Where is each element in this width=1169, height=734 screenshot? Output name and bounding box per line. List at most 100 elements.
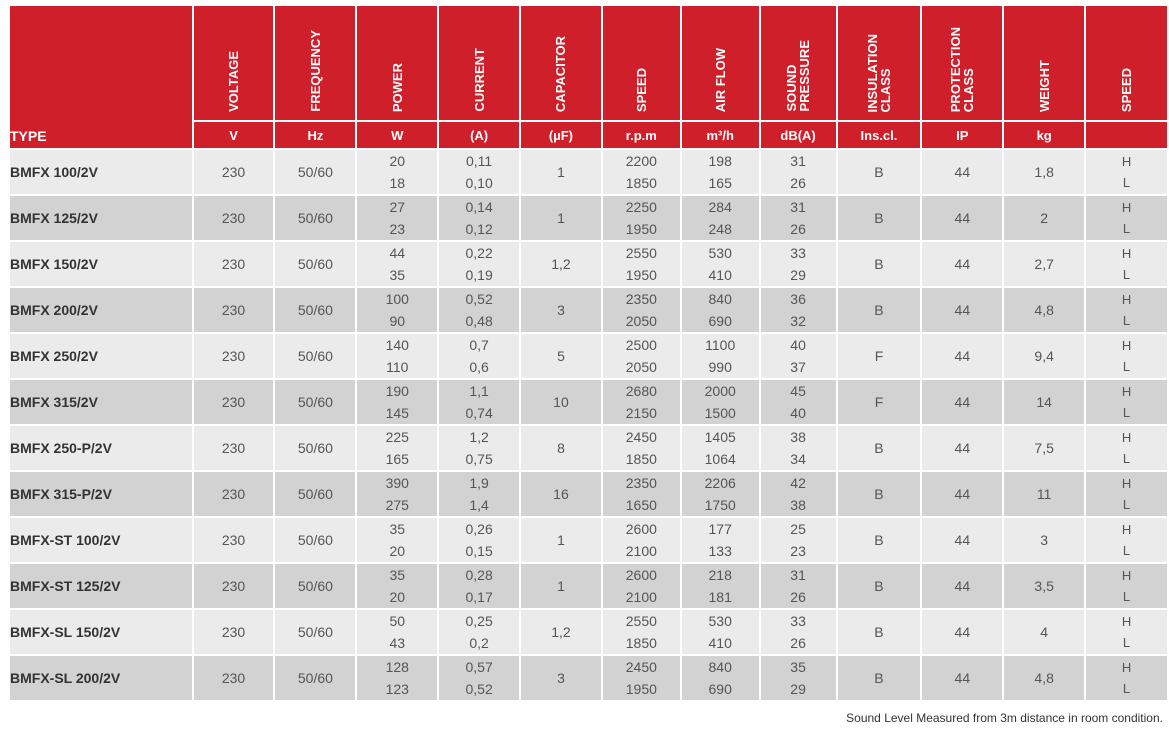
cell-sound: 38 34 bbox=[760, 424, 836, 470]
cell-type: BMFX 250-P/2V bbox=[10, 424, 192, 470]
cell-sound-low: 37 bbox=[790, 359, 806, 375]
cell-current-high: 0,26 bbox=[465, 521, 493, 537]
cell-voltage: 230 bbox=[193, 424, 274, 470]
unit-speed: r.p.m bbox=[602, 120, 680, 148]
cell-power-high: 128 bbox=[385, 659, 409, 675]
cell-sound-high: 31 bbox=[790, 567, 806, 583]
cell-speedmode-low: L bbox=[1122, 175, 1131, 190]
cell-current-high: 1,1 bbox=[469, 383, 489, 399]
cell-airflow-low: 410 bbox=[708, 635, 732, 651]
header-capacitor: CAPACITOR bbox=[521, 6, 601, 120]
cell-airflow-high: 530 bbox=[708, 613, 732, 629]
header-capacitor-label: CAPACITOR bbox=[553, 35, 569, 112]
table-row: BMFX 315/2V 230 50/60 190 145 1,1 0,74 10 2680 21… bbox=[10, 378, 1167, 424]
cell-insulation: B bbox=[837, 470, 921, 516]
cell-airflow-high: 198 bbox=[708, 153, 732, 169]
cell-power: 50 43 bbox=[357, 608, 438, 654]
cell-frequency: 50/60 bbox=[275, 654, 356, 700]
cell-current: 1,2 0,75 bbox=[439, 424, 520, 470]
header-units-row: V Hz W (A) (µF) r.p.m m³/h dB(A) Ins.cl. IP kg bbox=[10, 120, 1167, 148]
header-speed: SPEED bbox=[602, 6, 680, 120]
cell-airflow: 1100 990 bbox=[681, 332, 759, 378]
cell-protection: 44 bbox=[922, 424, 1003, 470]
cell-speed-high: 2500 bbox=[625, 337, 657, 353]
cell-power-high: 35 bbox=[389, 521, 406, 537]
cell-speed-high: 2450 bbox=[625, 659, 657, 675]
cell-weight: 7,5 bbox=[1004, 424, 1085, 470]
cell-power-low: 20 bbox=[389, 589, 406, 605]
cell-speed-low: 2050 bbox=[625, 359, 657, 375]
unit-voltage: V bbox=[193, 120, 274, 148]
cell-airflow-low: 690 bbox=[708, 681, 732, 697]
cell-speedmode-low: L bbox=[1122, 635, 1131, 650]
cell-sound-high: 40 bbox=[790, 337, 806, 353]
header-power: POWER bbox=[357, 6, 438, 120]
cell-speed: 2250 1950 bbox=[602, 194, 680, 240]
cell-airflow: 2000 1500 bbox=[681, 378, 759, 424]
cell-current: 0,57 0,52 bbox=[439, 654, 520, 700]
cell-speed-low: 1850 bbox=[625, 635, 657, 651]
cell-type: BMFX 315-P/2V bbox=[10, 470, 192, 516]
cell-speedmode-low: L bbox=[1122, 221, 1131, 236]
header-current-label: CURRENT bbox=[471, 48, 487, 112]
cell-capacitor: 1 bbox=[521, 194, 601, 240]
cell-airflow-low: 1500 bbox=[704, 405, 736, 421]
cell-sound-high: 36 bbox=[790, 291, 806, 307]
cell-speed: 2550 1850 bbox=[602, 608, 680, 654]
unit-airflow: m³/h bbox=[681, 120, 759, 148]
cell-current: 0,28 0,17 bbox=[439, 562, 520, 608]
cell-current-high: 1,9 bbox=[469, 475, 489, 491]
cell-insulation: B bbox=[837, 240, 921, 286]
header-names-row: TYPE VOLTAGE FREQUENCY POWER CURRENT CAPACITO… bbox=[10, 6, 1167, 148]
cell-sound: 31 26 bbox=[760, 562, 836, 608]
cell-airflow-high: 218 bbox=[708, 567, 732, 583]
cell-current-low: 0,75 bbox=[465, 451, 493, 467]
cell-sound-low: 34 bbox=[790, 451, 806, 467]
cell-speedmode-high: H bbox=[1121, 568, 1132, 583]
cell-speedmode-high: H bbox=[1121, 246, 1132, 261]
cell-speed-high: 2600 bbox=[625, 521, 657, 537]
cell-airflow: 840 690 bbox=[681, 654, 759, 700]
cell-power: 128 123 bbox=[357, 654, 438, 700]
cell-current-high: 0,52 bbox=[465, 291, 493, 307]
cell-type: BMFX 200/2V bbox=[10, 286, 192, 332]
cell-power-low: 18 bbox=[389, 175, 406, 191]
cell-speedmode-low: L bbox=[1122, 451, 1131, 466]
cell-current-low: 0,2 bbox=[469, 635, 489, 651]
cell-voltage: 230 bbox=[193, 332, 274, 378]
cell-current-low: 0,12 bbox=[465, 221, 493, 237]
cell-airflow-low: 990 bbox=[708, 359, 732, 375]
cell-speed-low: 2100 bbox=[625, 589, 657, 605]
cell-power-high: 140 bbox=[385, 337, 409, 353]
header-protection: PROTECTION CLASS bbox=[922, 6, 1003, 120]
table-row: BMFX-SL 150/2V 230 50/60 50 43 0,25 0,2 1,2 2550… bbox=[10, 608, 1167, 654]
cell-sound: 45 40 bbox=[760, 378, 836, 424]
header-type: TYPE bbox=[10, 6, 192, 148]
cell-speed-high: 2350 bbox=[625, 291, 657, 307]
header-current: CURRENT bbox=[439, 6, 520, 120]
cell-current-high: 0,28 bbox=[465, 567, 493, 583]
cell-speedmode-low: L bbox=[1122, 681, 1131, 696]
cell-speedmode-high: H bbox=[1121, 660, 1132, 675]
cell-frequency: 50/60 bbox=[275, 608, 356, 654]
header-power-label: POWER bbox=[389, 62, 405, 112]
cell-protection: 44 bbox=[922, 562, 1003, 608]
cell-sound-high: 33 bbox=[790, 613, 806, 629]
table-row: BMFX 200/2V 230 50/60 100 90 0,52 0,48 3 2350 205… bbox=[10, 286, 1167, 332]
cell-protection: 44 bbox=[922, 286, 1003, 332]
cell-voltage: 230 bbox=[193, 470, 274, 516]
cell-speed: 2600 2100 bbox=[602, 562, 680, 608]
cell-airflow-low: 133 bbox=[708, 543, 732, 559]
cell-speedmode-high: H bbox=[1121, 476, 1132, 491]
cell-insulation: B bbox=[837, 562, 921, 608]
cell-weight: 1,8 bbox=[1004, 148, 1085, 194]
cell-frequency: 50/60 bbox=[275, 378, 356, 424]
cell-airflow: 840 690 bbox=[681, 286, 759, 332]
cell-protection: 44 bbox=[922, 148, 1003, 194]
cell-capacitor: 5 bbox=[521, 332, 601, 378]
cell-current: 0,11 0,10 bbox=[439, 148, 520, 194]
cell-power-low: 43 bbox=[389, 635, 406, 651]
cell-airflow-low: 248 bbox=[708, 221, 732, 237]
cell-power-low: 110 bbox=[386, 359, 409, 375]
